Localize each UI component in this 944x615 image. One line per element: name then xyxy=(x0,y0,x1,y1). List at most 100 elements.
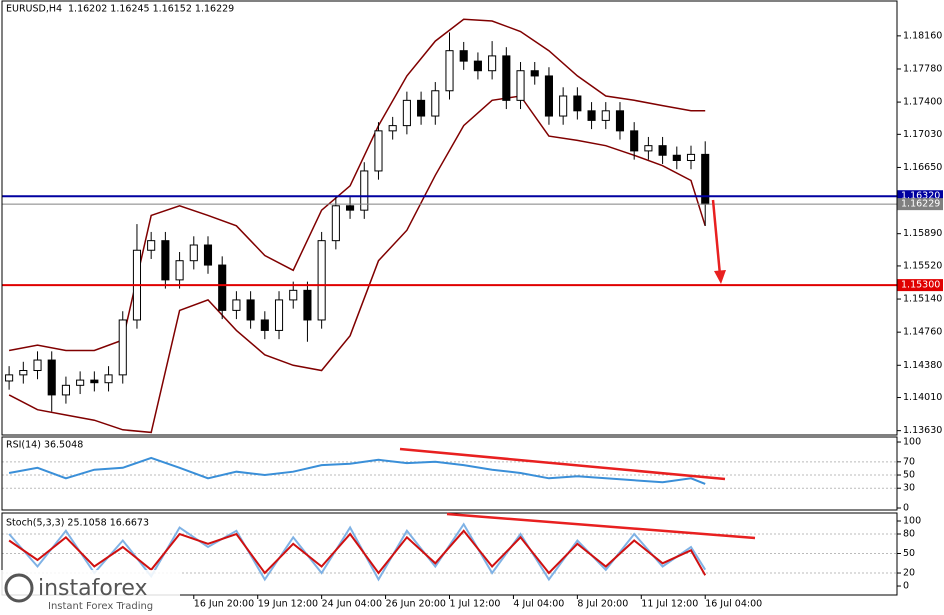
y-tick-label: 1.15140 xyxy=(903,294,942,305)
price-level-box xyxy=(897,198,943,211)
x-tick-label: 16 Jun 20:00 xyxy=(194,599,254,610)
candle-body xyxy=(289,289,298,301)
y-tick-label: 1.14380 xyxy=(903,360,942,371)
logo-icon xyxy=(4,573,34,603)
candle-body xyxy=(473,60,482,72)
logo: instaforex Instant Forex Trading xyxy=(0,570,180,615)
y-tick-label: 1.13630 xyxy=(903,425,942,436)
y-tick-label: 50 xyxy=(903,470,915,481)
y-tick-label: 1.16650 xyxy=(903,162,942,173)
y-tick-label: 1.15890 xyxy=(903,228,942,239)
candle-body xyxy=(346,205,355,211)
rsi-label: RSI(14) 36.5048 xyxy=(6,440,83,451)
candle-body xyxy=(417,99,426,117)
y-tick-label: 1.17400 xyxy=(903,97,942,108)
candle-body xyxy=(76,379,85,386)
candle-body xyxy=(402,99,411,127)
candle-body xyxy=(47,359,56,396)
main-panel-frame xyxy=(1,0,898,436)
candle-body xyxy=(203,244,213,266)
y-tick-label: 1.14760 xyxy=(903,327,942,338)
plot-marks: 1.18160 1.17780 1.17400 1.17030 1.16650 1.158… xyxy=(2,18,943,610)
x-tick-label: 19 Jun 12:00 xyxy=(258,599,318,610)
candle-body xyxy=(445,50,454,92)
y-tick-label: 1.14010 xyxy=(903,392,942,403)
candle-body xyxy=(374,130,383,172)
candle-body xyxy=(516,70,525,101)
series-line xyxy=(8,529,707,576)
candle-body xyxy=(90,379,99,384)
candle-body xyxy=(19,370,28,376)
candle-body xyxy=(559,95,568,117)
candle-body xyxy=(686,153,696,161)
y-tick-label: 100 xyxy=(903,437,921,448)
x-tick-label: 8 Jul 20:00 xyxy=(577,599,628,610)
price-level-label: 1.15300 xyxy=(901,280,940,291)
x-tick-label: 26 Jun 20:00 xyxy=(386,599,446,610)
logo-name: instaforex xyxy=(38,576,148,601)
candle-body xyxy=(630,130,639,152)
y-tick-label: 1.15520 xyxy=(903,260,942,271)
candle-body xyxy=(644,145,653,152)
candle-body xyxy=(360,170,369,211)
candle-body xyxy=(218,264,227,311)
candle-body xyxy=(615,110,625,132)
candle-body xyxy=(331,205,340,242)
candle-body xyxy=(33,359,42,372)
stoch-trend-line xyxy=(446,512,756,540)
candle-body xyxy=(118,319,127,376)
candle-body xyxy=(459,50,468,62)
x-tick-label: 24 Jun 04:00 xyxy=(322,599,382,610)
forecast-arrow xyxy=(711,199,722,276)
y-tick-label: 0 xyxy=(903,503,909,514)
x-tick-label: 1 Jul 12:00 xyxy=(450,599,501,610)
stoch-label: Stoch(5,3,3) 25.1058 16.6673 xyxy=(6,518,149,529)
candle-body xyxy=(601,110,610,121)
candle-body xyxy=(658,145,667,156)
candle-body xyxy=(161,240,170,281)
candle-body xyxy=(303,289,312,321)
x-tick-label: 16 Jul 04:00 xyxy=(705,599,762,610)
series-line xyxy=(8,95,706,434)
y-tick-label: 1.17030 xyxy=(903,129,942,140)
rsi-trend-line xyxy=(399,447,726,481)
candle-body xyxy=(147,240,156,251)
series-line xyxy=(8,456,706,485)
rsi-panel-frame xyxy=(1,436,898,511)
price-level-label: 1.16229 xyxy=(901,199,940,210)
candle-body xyxy=(175,260,184,281)
x-tick-label: 11 Jul 12:00 xyxy=(641,599,698,610)
y-tick-label: 1.18160 xyxy=(903,30,942,41)
forecast-arrow-head xyxy=(714,270,726,284)
candle-body xyxy=(672,154,681,161)
candle-body xyxy=(104,374,113,384)
candle-body xyxy=(61,384,70,396)
price-level-label: 1.16320 xyxy=(901,191,940,202)
y-tick-label: 50 xyxy=(903,548,915,559)
candle-body xyxy=(530,70,539,77)
candle-body xyxy=(5,374,14,382)
candle-body xyxy=(317,240,326,321)
y-tick-label: 0 xyxy=(903,581,909,592)
y-tick-label: 80 xyxy=(903,529,915,540)
candle-body xyxy=(573,95,582,112)
price-level-box xyxy=(897,279,943,292)
candle-body xyxy=(544,75,553,117)
candle-body xyxy=(502,55,511,101)
series-line xyxy=(8,18,706,352)
y-tick-label: 1.17780 xyxy=(903,63,942,74)
ohlc: 1.16202 1.16245 1.16152 1.16229 xyxy=(68,4,234,15)
y-tick-label: 100 xyxy=(903,515,921,526)
y-tick-label: 70 xyxy=(903,456,915,467)
y-tick-label: 20 xyxy=(903,568,915,579)
y-tick-label: 30 xyxy=(903,483,915,494)
candle-body xyxy=(260,319,269,331)
candle-body xyxy=(246,299,255,321)
candle-body xyxy=(274,299,284,331)
candle-body xyxy=(232,299,241,311)
candle-body xyxy=(488,55,497,72)
logo-tagline: Instant Forex Trading xyxy=(48,601,153,612)
candle-body xyxy=(431,90,440,117)
candle-body xyxy=(587,110,596,121)
